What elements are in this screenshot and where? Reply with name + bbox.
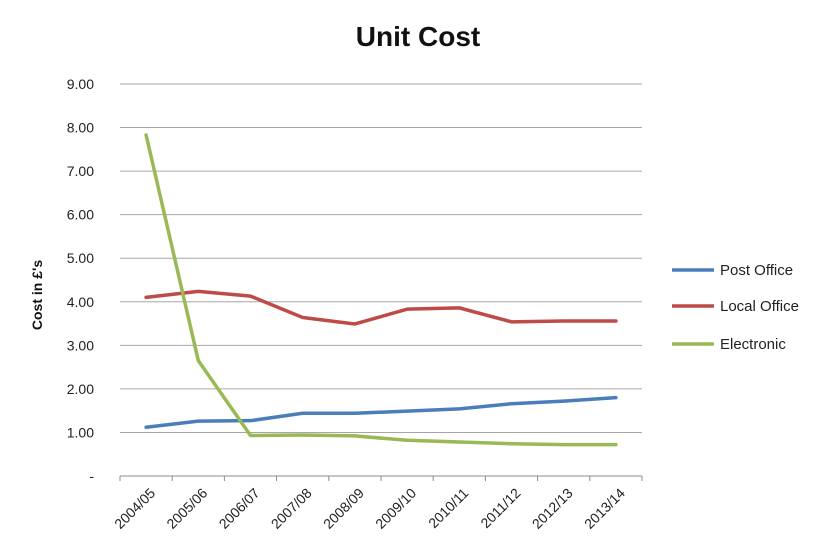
y-tick-label: 3.00 [67, 337, 94, 353]
chart-title: Unit Cost [356, 21, 480, 52]
x-tick-label: 2008/09 [320, 485, 367, 532]
y-tick-label: 9.00 [67, 76, 94, 92]
y-tick-label: 2.00 [67, 381, 94, 397]
legend-label: Local Office [720, 298, 799, 315]
series-line-electronic [144, 133, 618, 447]
series-line-post-office [144, 395, 618, 429]
y-axis-label: Cost in £'s [29, 260, 45, 330]
y-tick-layer: - 1.00 2.00 3.00 4.00 5.00 6.00 7.00 8.00 9.00 [67, 76, 95, 484]
x-tick-layer: 2004/05 2005/06 2006/07 2007/08 2008/09 2009/… [111, 476, 643, 532]
legend: Post Office Local Office Electronic [672, 262, 799, 353]
y-tick-label: 5.00 [67, 250, 94, 266]
x-tick-label: 2013/14 [581, 485, 628, 532]
x-tick-label: 2011/12 [477, 485, 524, 532]
x-tick-label: 2012/13 [529, 485, 576, 532]
legend-label: Post Office [720, 262, 793, 279]
y-tick-label: 4.00 [67, 294, 94, 310]
y-tick-label: 1.00 [67, 424, 94, 440]
x-tick-label: 2007/08 [268, 485, 315, 532]
x-tick-label: 2004/05 [111, 485, 158, 532]
x-tick-label: 2009/10 [372, 485, 419, 532]
y-tick-label: - [89, 468, 94, 484]
y-tick-label: 6.00 [67, 207, 94, 223]
grid-layer [120, 83, 642, 477]
x-tick-label: 2010/11 [425, 485, 472, 532]
series-layer [144, 133, 618, 447]
y-tick-label: 7.00 [67, 163, 94, 179]
series-line-local-office [144, 289, 618, 326]
y-tick-label: 8.00 [67, 120, 94, 136]
x-tick-label: 2006/07 [216, 485, 263, 532]
x-tick-label: 2005/06 [163, 485, 210, 532]
legend-label: Electronic [720, 336, 786, 353]
